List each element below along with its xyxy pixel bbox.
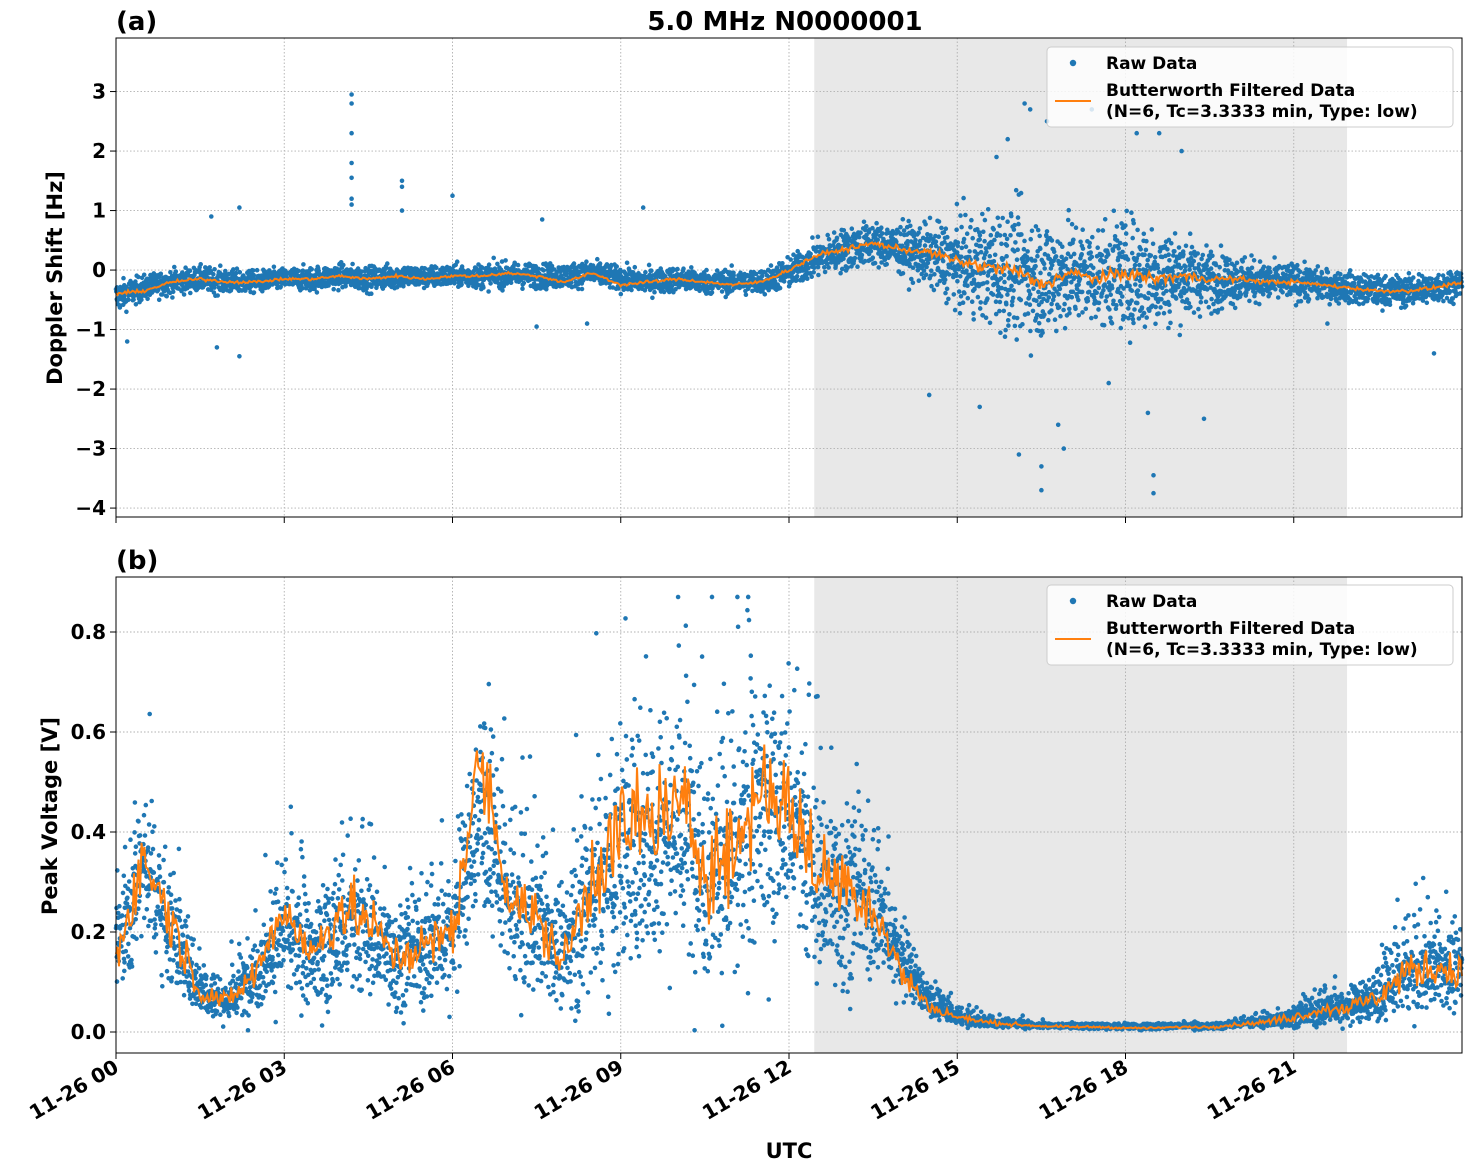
x-ticks-b: 11-26 00 11-26 03 11-26 06 11-26 09 11-26 12…: [25, 1053, 1300, 1125]
y-axis-label-b: Peak Voltage [V]: [38, 717, 62, 915]
y-tick-label: 0: [92, 258, 106, 282]
panel-doppler: (a) −4 −3 −2 −1 0 1 2 3 Doppler Shift [Hz] Raw …: [43, 7, 1465, 523]
y-tick-label: 0.4: [71, 820, 106, 844]
x-tick-label: 11-26 12: [698, 1055, 796, 1125]
y-ticks-b: 0.0 0.2 0.4 0.6 0.8: [71, 620, 116, 1044]
filtered-series-a: [115, 241, 1463, 297]
panel-label-a: (a): [116, 7, 157, 37]
legend-filtered-params-a: (N=6, Tc=3.3333 min, Type: low): [1106, 102, 1418, 122]
legend-a: Raw Data Butterworth Filtered Data (N=6,…: [1046, 46, 1454, 128]
legend-b: Raw Data Butterworth Filtered Data (N=6,…: [1046, 584, 1454, 666]
legend-raw-marker-b: [1069, 597, 1077, 605]
x-tick-label: 11-26 15: [866, 1055, 964, 1125]
x-tick-label: 11-26 09: [530, 1055, 628, 1125]
y-tick-label: −3: [75, 437, 106, 461]
legend-filtered-label-b: Butterworth Filtered Data: [1106, 619, 1355, 639]
legend-raw-label-b: Raw Data: [1106, 592, 1197, 612]
x-axis-label: UTC: [766, 1139, 813, 1163]
legend-filtered-params-b: (N=6, Tc=3.3333 min, Type: low): [1106, 640, 1418, 660]
y-tick-label: −2: [75, 377, 106, 401]
legend-filtered-label-a: Butterworth Filtered Data: [1106, 81, 1355, 101]
x-tick-label: 11-26 00: [25, 1055, 123, 1125]
legend-box-a: [1046, 46, 1454, 128]
legend-raw-label-a: Raw Data: [1106, 54, 1197, 74]
x-tick-label: 11-26 18: [1034, 1055, 1132, 1125]
x-tick-label: 11-26 21: [1203, 1055, 1301, 1125]
filtered-data-line: [115, 241, 1463, 297]
y-tick-label: 2: [92, 139, 106, 163]
y-ticks-a: −4 −3 −2 −1 0 1 2 3: [75, 80, 116, 520]
filtered-data-line: [115, 744, 1463, 1031]
x-tick-label: 11-26 03: [193, 1055, 291, 1125]
y-axis-label-a: Doppler Shift [Hz]: [43, 171, 67, 385]
filtered-series-b: [115, 744, 1463, 1031]
x-ticks-a: [115, 517, 1295, 523]
y-tick-label: 0.2: [71, 920, 106, 944]
y-tick-label: 0.8: [71, 620, 106, 644]
figure-title: 5.0 MHz N0000001: [647, 7, 922, 37]
y-tick-label: 3: [92, 80, 106, 104]
y-tick-label: 0.0: [71, 1020, 106, 1044]
x-tick-label: 11-26 06: [361, 1055, 459, 1125]
y-tick-label: −1: [75, 318, 106, 342]
legend-raw-marker-a: [1069, 59, 1077, 67]
panel-label-b: (b): [116, 546, 158, 576]
legend-box-b: [1046, 584, 1454, 666]
y-tick-label: −4: [75, 496, 106, 520]
y-tick-label: 1: [92, 199, 106, 223]
y-tick-label: 0.6: [71, 720, 106, 744]
panel-voltage: (b) 0.00.20.40.60.8 11-26 00 11-26 03 11-2…: [25, 546, 1465, 1125]
